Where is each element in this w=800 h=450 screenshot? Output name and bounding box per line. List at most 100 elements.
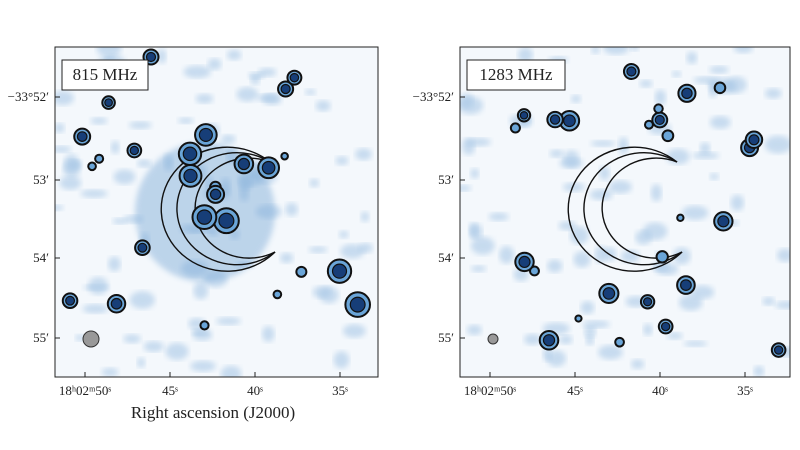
noise-blob	[112, 218, 127, 225]
y-tick-label: 55′	[438, 330, 454, 345]
source-core	[261, 160, 276, 175]
source-outer	[713, 81, 727, 95]
noise-blob	[693, 76, 719, 84]
y-tick-label: 54′	[438, 250, 454, 265]
noise-blob	[96, 47, 122, 57]
label-box	[466, 59, 566, 91]
noise-blob	[730, 194, 745, 211]
noise-blob	[542, 347, 553, 362]
noise-blob	[342, 324, 366, 338]
noise-blob	[250, 74, 261, 85]
source-core	[331, 263, 348, 279]
source-core	[104, 98, 113, 107]
ring-contour	[567, 146, 683, 272]
noise-blob	[226, 49, 242, 61]
noise-blob	[88, 277, 109, 295]
source-outer	[94, 153, 105, 164]
noise-blob	[304, 89, 316, 96]
source-core	[76, 131, 88, 142]
noise-blob	[55, 123, 65, 133]
noise-blob	[468, 222, 478, 239]
x-tick-label: 40ˢ	[652, 383, 668, 398]
y-tick-label: −33°52′	[413, 89, 455, 104]
source-core	[198, 127, 213, 142]
panel-frame	[54, 46, 379, 378]
radio-map	[460, 47, 790, 377]
ring-contour	[601, 157, 683, 259]
noise-blob	[236, 87, 259, 102]
noise-blob	[618, 136, 629, 155]
noise-blob	[709, 65, 729, 74]
panel-frame	[459, 46, 791, 378]
noise-blob	[692, 152, 720, 160]
noise-blob	[80, 189, 108, 198]
noise-blob	[585, 335, 595, 346]
ring-contour	[176, 152, 276, 266]
source-core	[237, 157, 251, 171]
noise-blob	[650, 184, 662, 202]
source-core	[773, 345, 784, 355]
noise-blob	[488, 212, 509, 221]
source-core	[289, 72, 300, 83]
noise-blob	[261, 325, 275, 342]
noise-blob	[177, 117, 194, 124]
noise-blob	[220, 134, 236, 144]
noise-blob	[470, 168, 480, 179]
noise-blob	[686, 51, 698, 65]
noise-blob	[589, 189, 613, 201]
noise-blob	[82, 304, 109, 314]
noise-blob	[136, 159, 152, 168]
source-outer	[574, 314, 583, 323]
source-core	[654, 114, 665, 126]
noise-blob	[559, 334, 573, 345]
noise-blob	[678, 294, 703, 311]
noise-blob	[157, 48, 167, 64]
noise-blob	[309, 178, 320, 188]
noise-blob	[285, 202, 298, 217]
noise-blob	[335, 156, 349, 166]
source-core	[518, 255, 531, 269]
noise-blob	[654, 89, 666, 106]
beam	[487, 333, 499, 345]
source-core	[542, 334, 556, 347]
label-box	[61, 59, 149, 91]
noise-blob	[55, 145, 72, 153]
noise-blob	[699, 142, 711, 155]
noise-blob	[547, 259, 563, 273]
source-core	[65, 295, 76, 306]
noise-blob	[470, 265, 487, 272]
noise-blob	[642, 222, 668, 241]
noise-blob	[762, 297, 775, 306]
noise-blob	[671, 71, 682, 78]
source-core	[549, 114, 561, 125]
source-core	[680, 279, 692, 291]
noise-blob	[562, 182, 586, 192]
noise-blob	[470, 236, 495, 255]
source-outer	[653, 103, 664, 114]
source-core	[519, 111, 529, 120]
source-outer	[655, 250, 669, 264]
source-core	[182, 146, 198, 162]
source-core	[145, 51, 157, 63]
noise-blob	[570, 94, 582, 103]
source-outer	[509, 122, 521, 134]
noise-blob	[216, 317, 241, 326]
beam	[82, 330, 100, 348]
source-core	[209, 188, 222, 201]
noise-blob	[55, 90, 74, 106]
source-core	[349, 296, 366, 313]
noise-blob	[764, 135, 790, 154]
y-tick-label: 54′	[33, 250, 49, 265]
noise-blob	[137, 357, 146, 368]
noise-blob	[165, 342, 189, 360]
noise-blob	[549, 149, 564, 158]
noise-blob	[569, 226, 589, 245]
x-tick-label: 35ˢ	[737, 383, 753, 398]
noise-blob	[183, 65, 211, 79]
noise-blob	[499, 246, 515, 264]
noise-blob	[193, 282, 209, 300]
noise-blob	[559, 157, 584, 169]
noise-blob	[608, 180, 632, 194]
noise-blob	[360, 211, 370, 223]
noise-blob	[462, 138, 476, 155]
